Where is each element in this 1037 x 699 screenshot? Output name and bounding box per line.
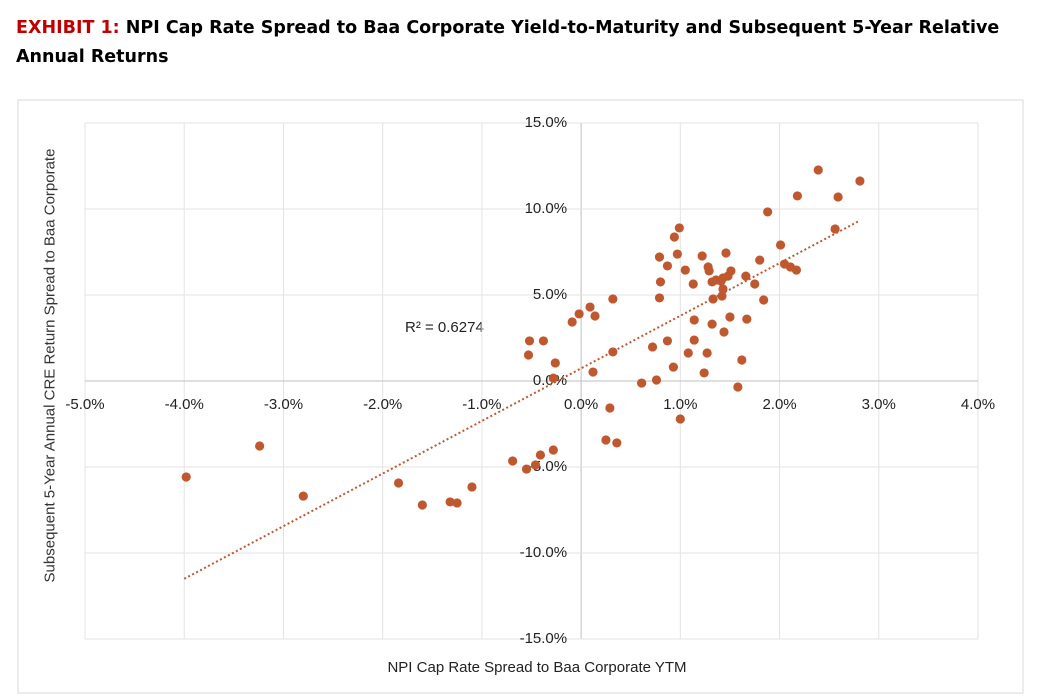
y-tick-label: -15.0% (520, 630, 568, 647)
point (717, 291, 727, 301)
y-tick-label: 10.0% (525, 200, 568, 217)
point (608, 294, 618, 304)
x-tick-label: -4.0% (165, 396, 204, 413)
point (662, 336, 673, 346)
point (683, 348, 693, 358)
point (467, 482, 477, 492)
point (742, 314, 752, 324)
point (697, 251, 707, 261)
x-tick-label: -2.0% (363, 396, 402, 413)
point (651, 375, 662, 385)
point (647, 342, 658, 352)
title-prefix: EXHIBIT 1: (16, 18, 120, 38)
point (702, 348, 712, 358)
point (704, 266, 714, 276)
point (588, 367, 598, 377)
x-tick-label: 4.0% (961, 396, 995, 413)
point (535, 450, 546, 460)
point (548, 445, 558, 455)
x-tick-label: 2.0% (762, 396, 796, 413)
point (759, 295, 769, 305)
point (675, 414, 685, 424)
point (688, 279, 698, 289)
point (672, 249, 682, 259)
point (637, 378, 647, 388)
point (726, 266, 736, 276)
x-axis-title: NPI Cap Rate Spread to Baa Corporate YTM (387, 659, 686, 676)
point (719, 327, 729, 337)
point (654, 293, 665, 303)
annotation: R² = 0.6274 (405, 319, 484, 336)
point (741, 271, 751, 281)
title: EXHIBIT 1: NPI Cap Rate Spread to Baa Co… (16, 14, 1006, 72)
point (590, 311, 600, 321)
point (550, 358, 560, 368)
x-tick-label: -3.0% (264, 396, 303, 413)
point (833, 192, 843, 202)
x-tick-label: 0.0% (564, 396, 598, 413)
point (298, 491, 308, 501)
point (567, 317, 577, 327)
point (718, 284, 728, 294)
point (699, 368, 709, 378)
point (689, 315, 699, 325)
x-tick-label: -1.0% (462, 396, 501, 413)
point (662, 261, 673, 271)
point (669, 232, 679, 242)
point (737, 355, 747, 365)
point (755, 255, 765, 265)
point (830, 224, 840, 234)
point (612, 438, 622, 448)
point (601, 435, 611, 445)
point (181, 472, 191, 482)
point (733, 382, 743, 392)
point (538, 336, 549, 346)
point (548, 373, 558, 383)
point (674, 223, 684, 233)
point (680, 265, 690, 275)
trendline (183, 220, 860, 580)
chart-border (17, 99, 1024, 694)
point (524, 336, 535, 346)
point (605, 403, 615, 413)
point (750, 279, 760, 289)
y-tick-label: 15.0% (525, 114, 568, 131)
point (708, 294, 718, 304)
point (255, 441, 265, 451)
title-text: NPI Cap Rate Spread to Baa Corporate Yie… (16, 18, 1000, 67)
point (791, 265, 802, 275)
x-tick-label: -5.0% (65, 396, 104, 413)
point (721, 248, 731, 258)
x-tick-label: 3.0% (862, 396, 896, 413)
point (608, 347, 618, 357)
point (585, 302, 595, 312)
point (689, 335, 699, 345)
point (668, 362, 678, 372)
point (574, 309, 584, 319)
point (393, 478, 404, 488)
point (775, 240, 786, 250)
point (707, 319, 717, 329)
point (523, 350, 534, 360)
point (417, 500, 427, 510)
point (725, 312, 735, 322)
point (654, 252, 665, 262)
point (508, 456, 518, 466)
point (792, 191, 803, 201)
point (655, 277, 666, 287)
y-axis-title: Subsequent 5-Year Annual CRE Return Spre… (41, 148, 59, 583)
x-tick-label: 1.0% (663, 396, 697, 413)
point (763, 207, 773, 217)
point (855, 176, 865, 186)
point (813, 165, 823, 175)
point (445, 497, 455, 507)
point (452, 498, 462, 508)
y-tick-label: 5.0% (533, 286, 567, 303)
point (521, 464, 532, 474)
y-tick-label: -10.0% (520, 544, 568, 561)
point (530, 460, 541, 470)
